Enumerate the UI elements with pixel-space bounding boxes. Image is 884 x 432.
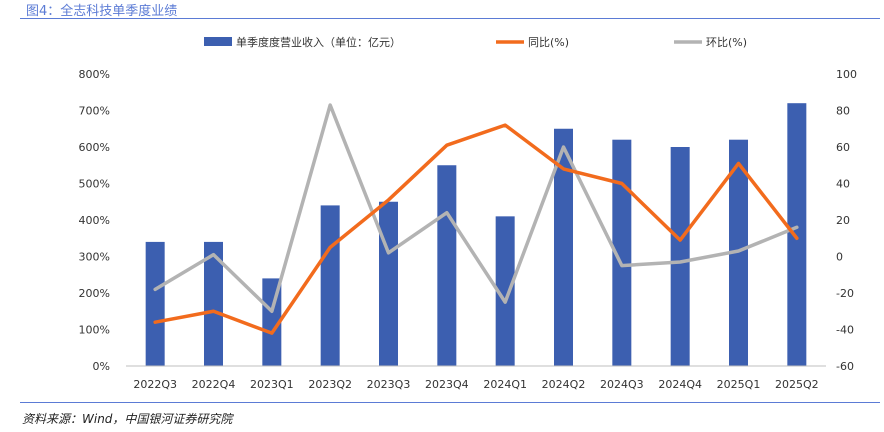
category-label: 2022Q3 [133,378,177,391]
legend-label: 单季度度营业收入（单位：亿元） [236,35,401,49]
right-tick-label: -20 [836,287,854,300]
category-axis: 2022Q3 2022Q4 2023Q1 2023Q2 2023Q3 2023Q4 2024… [133,378,818,391]
legend-swatch-revenue [204,37,232,46]
left-tick-label: 700% [79,105,110,118]
left-tick-label: 800% [79,68,110,81]
category-label: 2024Q3 [600,378,644,391]
category-label: 2024Q1 [483,378,527,391]
revenue-bar [495,216,515,366]
revenue-bar [379,201,398,366]
revenue-bar [204,241,223,366]
revenue-bar [787,103,807,366]
footer-divider [20,402,880,403]
ratio-lines [153,103,799,335]
right-tick-label: 40 [836,178,850,191]
right-tick-label: -40 [836,324,854,337]
legend: 单季度度营业收入（单位：亿元） 同比(%) 环比(%) [204,35,747,49]
category-label: 2023Q1 [250,378,294,391]
left-tick-label: 200% [79,287,110,300]
left-tick-label: 600% [79,141,110,154]
category-label: 2024Q4 [658,378,702,391]
category-label: 2023Q4 [425,378,469,391]
revenue-bar [612,139,632,366]
left-axis: 0% 100% 200% 300% 400% 500% 600% 700% 800% [79,68,110,373]
yoy-line [153,123,799,335]
qoq-line [153,103,799,313]
revenue-bar [437,165,457,366]
revenue-bar [729,139,748,366]
category-label: 2023Q2 [308,378,352,391]
revenue-bar [554,128,573,366]
category-label: 2023Q3 [367,378,411,391]
left-tick-label: 400% [79,214,110,227]
left-tick-label: 100% [79,324,110,337]
right-tick-label: 100 [836,68,857,81]
right-tick-label: -60 [836,360,854,373]
category-label: 2024Q2 [542,378,586,391]
right-tick-label: 80 [836,105,850,118]
category-label: 2022Q4 [192,378,236,391]
right-tick-label: 20 [836,214,850,227]
left-tick-label: 500% [79,178,110,191]
figure-title: 图4：全志科技单季度业绩 [26,4,178,19]
right-tick-label: 0 [836,251,843,264]
left-tick-label: 300% [79,251,110,264]
right-tick-label: 60 [836,141,850,154]
revenue-bar [145,241,165,366]
revenue-bars [145,103,807,366]
right-axis: -60 -40 -20 0 20 40 60 80 100 [836,68,857,373]
legend-label: 同比(%) [528,36,569,49]
category-label: 2025Q1 [717,378,761,391]
title-divider [20,18,880,19]
category-label: 2025Q2 [775,378,819,391]
left-tick-label: 0% [93,360,110,373]
source-note: 资料来源：Wind，中国银河证券研究院 [22,412,233,426]
legend-label: 环比(%) [706,36,747,49]
revenue-bar [320,205,340,366]
revenue-bar [670,147,690,366]
